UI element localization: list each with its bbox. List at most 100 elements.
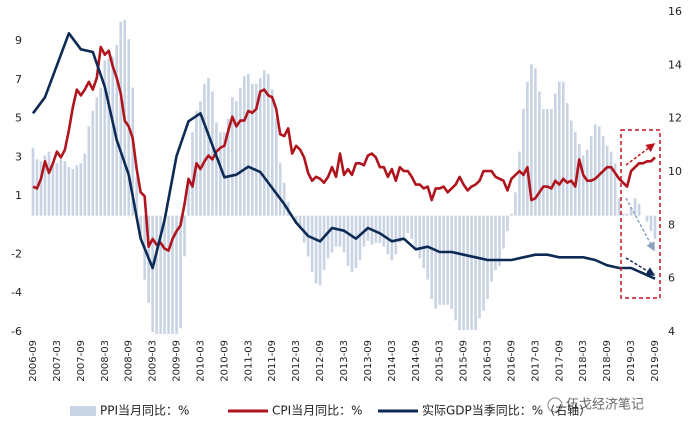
x-tick-label: 2011-09 <box>267 340 278 382</box>
bar <box>354 215 358 268</box>
bar <box>310 215 314 272</box>
bar <box>199 101 202 216</box>
x-tick-label: 2009-09 <box>172 340 183 382</box>
x-tick-label: 2018-03 <box>578 340 589 382</box>
bar <box>167 215 170 334</box>
bar <box>438 215 441 305</box>
bar <box>346 215 350 267</box>
bar <box>490 215 493 282</box>
bar <box>554 93 557 216</box>
legend-label: PPI当月同比：% <box>100 404 189 418</box>
x-tick-label: 2007-09 <box>76 340 87 382</box>
bar <box>75 165 79 216</box>
x-tick-label: 2017-09 <box>554 340 565 382</box>
bar <box>597 126 601 216</box>
bar <box>111 56 115 216</box>
bar <box>179 215 182 329</box>
bar <box>601 136 605 216</box>
bar <box>518 151 521 216</box>
bar <box>454 215 457 321</box>
y-tick-label: -2 <box>11 247 22 260</box>
bar <box>155 215 158 334</box>
lines <box>31 32 656 280</box>
bar <box>530 64 533 216</box>
line <box>32 45 656 252</box>
x-tick-label: 2016-03 <box>483 340 494 382</box>
bar <box>462 215 465 331</box>
arrow <box>625 257 656 276</box>
x-tick-label: 2017-03 <box>530 340 541 382</box>
x-tick-label: 2009-03 <box>148 340 159 382</box>
bar <box>151 215 154 332</box>
x-tick-label: 2012-03 <box>291 340 302 382</box>
bar <box>613 163 617 216</box>
bar <box>617 198 621 216</box>
bar <box>171 215 174 334</box>
bar <box>494 215 497 270</box>
bar <box>394 215 398 255</box>
bar <box>402 215 406 237</box>
watermark-text: 伍戈经济笔记 <box>566 397 644 413</box>
bar <box>139 215 142 237</box>
bar <box>270 89 274 216</box>
bar <box>482 215 485 311</box>
bar <box>450 215 453 309</box>
bar <box>486 215 489 300</box>
bar <box>538 91 541 216</box>
bar <box>243 76 246 216</box>
bar <box>71 169 75 216</box>
y-tick-label: -6 <box>11 325 22 338</box>
bar <box>558 81 561 216</box>
bar <box>446 215 449 305</box>
bar <box>466 215 469 331</box>
bar <box>298 215 302 230</box>
watermark: 伍戈经济笔记 <box>547 397 644 413</box>
bar <box>546 108 549 216</box>
bar <box>278 163 282 216</box>
bar <box>282 182 286 216</box>
bar <box>107 58 111 216</box>
bar <box>649 215 653 232</box>
bar <box>410 215 414 239</box>
bar <box>386 215 390 255</box>
bar <box>585 149 589 216</box>
bar <box>534 68 537 216</box>
bar <box>621 213 625 216</box>
bar <box>250 83 254 216</box>
bar <box>522 108 525 216</box>
x-tick-label: 2013-09 <box>363 340 374 382</box>
x-tick-label: 2019-09 <box>650 340 661 382</box>
y2-tick-label: 4 <box>668 325 675 338</box>
bar <box>159 215 162 334</box>
bar <box>294 215 298 222</box>
bar <box>609 151 613 216</box>
y2-tick-label: 14 <box>668 58 682 71</box>
bar <box>637 204 641 216</box>
bar <box>442 215 445 305</box>
bar <box>83 153 87 216</box>
bar <box>526 81 529 216</box>
bar <box>502 215 505 249</box>
x-tick-label: 2013-03 <box>339 340 350 382</box>
bar <box>330 215 334 253</box>
bar <box>542 108 545 216</box>
bar <box>653 215 657 239</box>
bar <box>274 118 278 216</box>
bar <box>406 215 410 234</box>
bar <box>266 74 270 216</box>
bar <box>318 215 322 286</box>
x-tick-label: 2008-09 <box>124 340 135 382</box>
bar <box>573 132 577 216</box>
bar <box>625 213 629 216</box>
bar <box>398 215 402 243</box>
bar <box>131 87 134 216</box>
bar <box>593 124 597 216</box>
x-tick-label: 2006-09 <box>28 340 39 382</box>
bar <box>175 215 178 334</box>
bar <box>458 215 461 331</box>
bar <box>514 192 517 216</box>
bar <box>135 176 138 216</box>
x-tick-label: 2018-09 <box>602 340 613 382</box>
bar <box>99 87 103 216</box>
